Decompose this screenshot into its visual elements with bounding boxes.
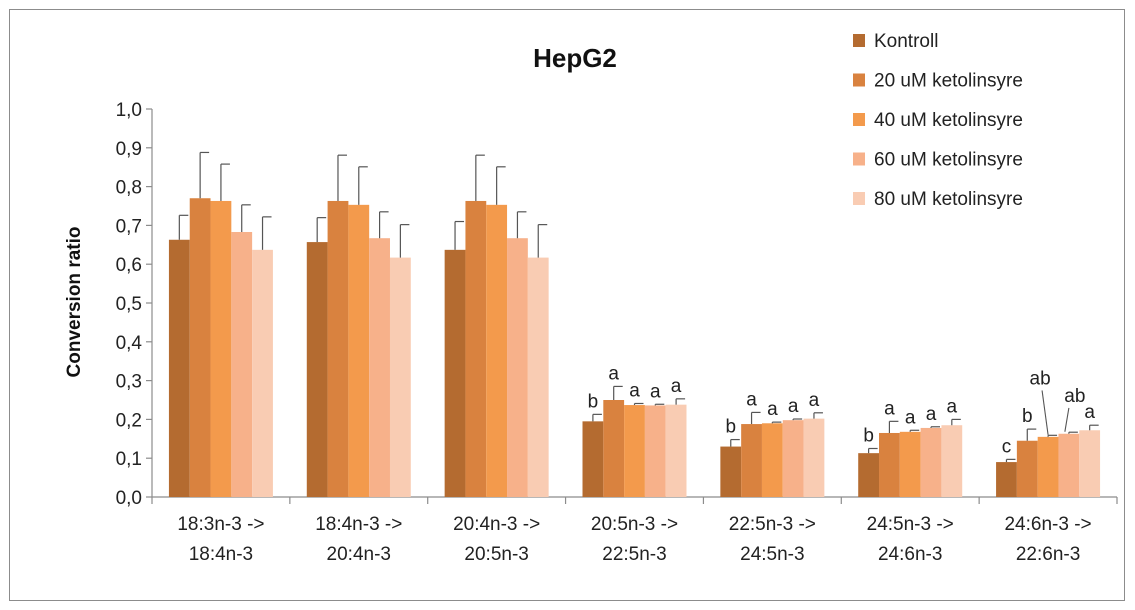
significance-label: a [926, 404, 937, 425]
significance-label: a [608, 363, 619, 384]
bar [507, 238, 528, 498]
sig-leader [1041, 390, 1049, 435]
significance-label: a [884, 398, 895, 419]
x-category-label: 24:5n-3 [740, 544, 804, 565]
bar [899, 431, 921, 497]
y-tick-label: 0,0 [116, 488, 142, 509]
x-category-label: 22:6n-3 [1016, 544, 1080, 565]
significance-label: b [588, 391, 599, 412]
bar [603, 400, 625, 497]
bar [527, 257, 549, 497]
x-category-label: 18:4n-3 -> [315, 514, 402, 535]
y-axis-label: Conversion ratio [64, 227, 85, 378]
bar [1079, 430, 1101, 497]
bar [389, 257, 411, 497]
y-tick-label: 0,5 [116, 294, 142, 315]
bar [920, 427, 942, 497]
legend-swatch [853, 152, 865, 166]
legend-label: 60 uM ketolinsyre [874, 150, 1023, 171]
bar [720, 446, 742, 497]
legend-label: 80 uM ketolinsyre [874, 189, 1023, 210]
bar [996, 462, 1017, 497]
y-tick-label: 0,2 [116, 410, 142, 431]
bar [741, 424, 762, 497]
y-tick-label: 1,0 [116, 100, 142, 121]
bar [486, 204, 508, 497]
x-category-label: 24:5n-3 -> [867, 514, 954, 535]
significance-label: c [1002, 436, 1012, 457]
bar [858, 453, 880, 497]
significance-label: a [629, 380, 640, 401]
legend-label: 40 uM ketolinsyre [874, 110, 1023, 131]
y-tick-label: 0,4 [116, 333, 143, 354]
significance-label: a [809, 390, 820, 411]
bar [1037, 436, 1059, 497]
significance-label: a [767, 399, 778, 420]
bar [782, 420, 804, 497]
bar [369, 238, 390, 498]
x-category-label: 18:4n-3 [189, 544, 253, 565]
significance-label: ab [1030, 368, 1051, 389]
legend-swatch [853, 34, 865, 47]
legend-swatch [853, 192, 865, 205]
bar [624, 405, 645, 497]
significance-label: a [788, 396, 799, 417]
x-category-label: 20:4n-3 [327, 544, 391, 565]
significance-label: a [650, 381, 661, 402]
bar [1058, 433, 1080, 497]
chart-title: HepG2 [533, 43, 617, 73]
bar [941, 425, 963, 497]
bar [210, 200, 232, 497]
y-tick-label: 0,8 [116, 178, 142, 199]
y-tick-label: 0,6 [116, 255, 142, 276]
y-tick-label: 0,1 [116, 449, 142, 470]
x-category-label: 20:4n-3 -> [453, 514, 540, 535]
bar [465, 200, 487, 497]
bar [444, 249, 466, 497]
y-tick-label: 0,3 [116, 372, 142, 393]
bar [582, 421, 604, 497]
legend-label: 20 uM ketolinsyre [874, 71, 1023, 92]
legend: Kontroll 20 uM ketolinsyre 40 uM ketolinsy… [853, 31, 1023, 210]
legend-swatch [853, 113, 865, 126]
bar [803, 418, 825, 497]
bar [665, 404, 687, 497]
x-category-label: 22:5n-3 -> [729, 514, 816, 535]
significance-label: a [947, 396, 958, 417]
legend-swatch [853, 73, 865, 87]
significance-label: a [905, 407, 916, 428]
bar [306, 242, 328, 497]
bar [327, 200, 349, 497]
y-tick-label: 0,7 [116, 216, 142, 237]
bar [231, 231, 253, 497]
bar [644, 405, 666, 497]
significance-label: b [725, 417, 736, 438]
x-category-label: 18:3n-3 -> [177, 514, 264, 535]
legend-label: Kontroll [874, 31, 938, 52]
bar [168, 239, 190, 498]
x-category-label: 20:5n-3 -> [591, 514, 678, 535]
x-category-label: 24:6n-3 [878, 544, 942, 565]
bar [1016, 440, 1038, 497]
significance-label: a [1084, 402, 1095, 423]
significance-label: ab [1064, 386, 1085, 407]
significance-label: b [863, 426, 874, 447]
significance-label: b [1022, 406, 1033, 427]
x-category-label: 24:6n-3 -> [1004, 514, 1091, 535]
bar [761, 423, 783, 497]
y-tick-label: 0,9 [116, 139, 142, 160]
bar [252, 249, 273, 497]
bar [879, 432, 900, 497]
x-category-label: 20:5n-3 [464, 544, 528, 565]
sig-leader [1064, 407, 1070, 432]
significance-label: a [746, 389, 757, 410]
x-category-label: 22:5n-3 [602, 544, 666, 565]
significance-label: a [671, 376, 682, 397]
bar [348, 204, 370, 497]
bar [189, 198, 211, 498]
